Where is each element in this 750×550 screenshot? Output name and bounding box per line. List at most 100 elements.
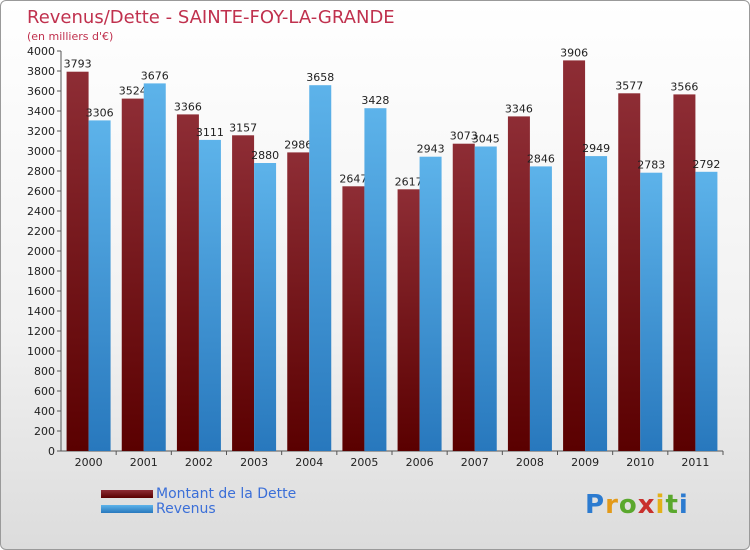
y-tick-label: 200 bbox=[34, 425, 55, 438]
bar-revenus bbox=[309, 85, 332, 451]
y-tick-label: 2200 bbox=[27, 225, 55, 238]
value-label-dette: 3793 bbox=[64, 58, 92, 71]
value-label-revenus: 2783 bbox=[637, 159, 665, 172]
bar-dette bbox=[66, 71, 89, 451]
legend: Montant de la Dette Revenus bbox=[101, 486, 401, 517]
y-tick-label: 3200 bbox=[27, 125, 55, 138]
bar-revenus bbox=[143, 83, 166, 452]
bar-revenus bbox=[474, 146, 497, 451]
proxiti-logo: Proxiti bbox=[585, 490, 689, 520]
y-tick-label: 1000 bbox=[27, 345, 55, 358]
y-tick-label: 800 bbox=[34, 365, 55, 378]
bar-dette bbox=[176, 114, 199, 452]
y-tick-label: 1400 bbox=[27, 305, 55, 318]
y-tick-label: 600 bbox=[34, 385, 55, 398]
bar-revenus bbox=[529, 166, 552, 451]
bar-dette bbox=[342, 186, 365, 452]
bar-revenus bbox=[640, 172, 663, 451]
x-tick-label: 2011 bbox=[681, 456, 709, 469]
bar-dette bbox=[232, 135, 255, 452]
value-label-revenus: 3428 bbox=[361, 94, 389, 107]
y-tick-label: 1800 bbox=[27, 265, 55, 278]
y-tick-label: 400 bbox=[34, 405, 55, 418]
value-label-dette: 3566 bbox=[670, 80, 698, 93]
value-label-revenus: 3676 bbox=[141, 69, 169, 82]
y-tick-label: 3800 bbox=[27, 65, 55, 78]
value-label-revenus: 3111 bbox=[196, 126, 224, 139]
legend-label-dette: Montant de la Dette bbox=[156, 486, 297, 502]
logo-letter: t bbox=[665, 490, 679, 520]
bar-revenus bbox=[585, 156, 608, 451]
logo-letter: i bbox=[655, 490, 666, 520]
value-label-dette: 3577 bbox=[615, 79, 643, 92]
bar-revenus bbox=[254, 163, 277, 451]
bar-revenus bbox=[198, 139, 221, 451]
y-tick-label: 2800 bbox=[27, 165, 55, 178]
y-tick-label: 0 bbox=[48, 445, 55, 458]
bar-dette bbox=[121, 98, 144, 451]
chart-title: Revenus/Dette - SAINTE-FOY-LA-GRANDE bbox=[27, 7, 395, 28]
x-tick-label: 2005 bbox=[350, 456, 378, 469]
logo-letter: P bbox=[585, 490, 606, 520]
logo-letter: x bbox=[637, 490, 656, 520]
value-label-dette: 2617 bbox=[395, 175, 423, 188]
value-label-revenus: 2880 bbox=[251, 149, 279, 162]
bar-dette bbox=[507, 116, 530, 452]
x-tick-label: 2009 bbox=[571, 456, 599, 469]
value-label-dette: 3906 bbox=[560, 46, 588, 59]
x-tick-label: 2001 bbox=[130, 456, 158, 469]
x-tick-label: 2008 bbox=[516, 456, 544, 469]
bar-revenus bbox=[364, 108, 387, 451]
y-tick-label: 4000 bbox=[27, 45, 55, 58]
logo-letter: i bbox=[678, 490, 689, 520]
y-tick-label: 3400 bbox=[27, 105, 55, 118]
legend-item-dette: Montant de la Dette bbox=[101, 486, 401, 502]
legend-swatch-dette bbox=[101, 490, 153, 498]
y-tick-label: 3000 bbox=[27, 145, 55, 158]
bar-dette bbox=[397, 189, 420, 452]
x-tick-label: 2004 bbox=[295, 456, 323, 469]
bar-revenus bbox=[695, 171, 718, 452]
value-label-revenus: 3306 bbox=[86, 106, 114, 119]
bar-dette bbox=[563, 60, 586, 452]
x-tick-label: 2000 bbox=[75, 456, 103, 469]
bar-dette bbox=[287, 152, 310, 451]
logo-letter: r bbox=[605, 490, 619, 520]
legend-item-revenus: Revenus bbox=[101, 501, 401, 517]
value-label-dette: 2647 bbox=[339, 172, 367, 185]
value-label-revenus: 2943 bbox=[417, 143, 445, 156]
y-tick-label: 1200 bbox=[27, 325, 55, 338]
y-tick-label: 2400 bbox=[27, 205, 55, 218]
value-label-dette: 2986 bbox=[284, 138, 312, 151]
value-label-dette: 3524 bbox=[119, 85, 147, 98]
value-label-revenus: 2846 bbox=[527, 152, 555, 165]
legend-label-revenus: Revenus bbox=[156, 501, 216, 517]
bar-revenus bbox=[419, 156, 442, 451]
chart-subtitle: (en milliers d'€) bbox=[27, 30, 114, 43]
value-label-revenus: 3658 bbox=[306, 71, 334, 84]
bar-dette bbox=[452, 143, 475, 451]
x-tick-label: 2002 bbox=[185, 456, 213, 469]
logo-letter: o bbox=[618, 490, 638, 520]
value-label-dette: 3073 bbox=[450, 130, 478, 143]
value-label-revenus: 2792 bbox=[692, 158, 720, 171]
x-tick-label: 2006 bbox=[406, 456, 434, 469]
value-label-revenus: 2949 bbox=[582, 142, 610, 155]
y-tick-label: 1600 bbox=[27, 285, 55, 298]
x-tick-label: 2003 bbox=[240, 456, 268, 469]
y-tick-label: 3600 bbox=[27, 85, 55, 98]
value-label-dette: 3366 bbox=[174, 100, 202, 113]
bar-dette bbox=[673, 94, 696, 452]
value-label-dette: 3346 bbox=[505, 102, 533, 115]
value-label-revenus: 3045 bbox=[472, 133, 500, 146]
bar-dette bbox=[618, 93, 641, 452]
x-tick-label: 2010 bbox=[626, 456, 654, 469]
y-tick-label: 2600 bbox=[27, 185, 55, 198]
x-tick-label: 2007 bbox=[461, 456, 489, 469]
value-label-dette: 3157 bbox=[229, 121, 257, 134]
legend-swatch-revenus bbox=[101, 505, 153, 513]
bar-revenus bbox=[88, 120, 111, 452]
y-tick-label: 2000 bbox=[27, 245, 55, 258]
